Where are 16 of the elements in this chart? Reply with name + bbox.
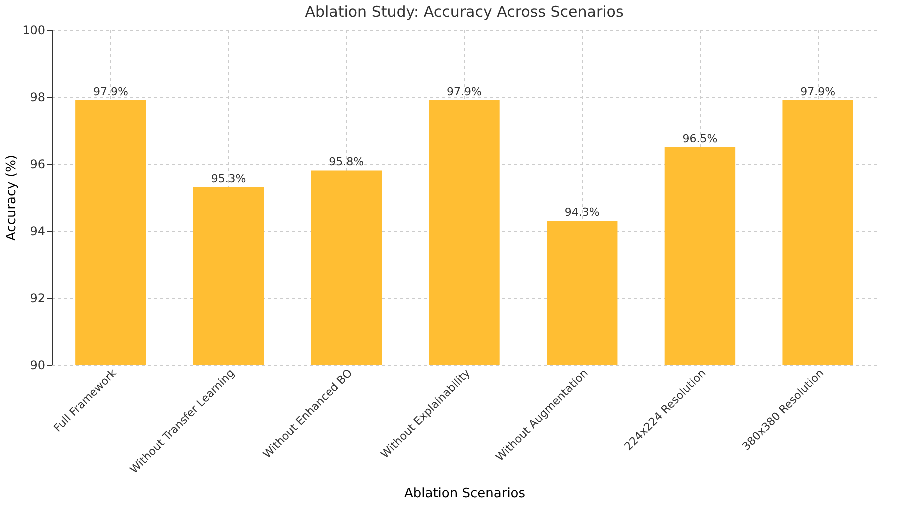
y-tick-label: 96 <box>30 158 46 172</box>
y-axis-title: Accuracy (%) <box>4 155 20 241</box>
data-label: 97.9% <box>800 85 836 98</box>
data-label: 96.5% <box>682 132 718 146</box>
data-label: 97.9% <box>447 85 482 98</box>
chart-title: Ablation Study: Accuracy Across Scenarios <box>305 3 624 21</box>
data-label: 97.9% <box>93 85 128 98</box>
y-tick-label: 94 <box>30 224 46 238</box>
data-label: 94.3% <box>564 206 600 219</box>
data-label: 95.8% <box>329 156 364 169</box>
x-axis-title: Ablation Scenarios <box>404 486 526 502</box>
y-tick-label: 100 <box>22 24 46 38</box>
y-tick-label: 98 <box>30 90 46 104</box>
y-tick-label: 92 <box>30 292 46 306</box>
y-tick-label: 90 <box>30 358 46 372</box>
data-label: 95.3% <box>211 172 246 186</box>
